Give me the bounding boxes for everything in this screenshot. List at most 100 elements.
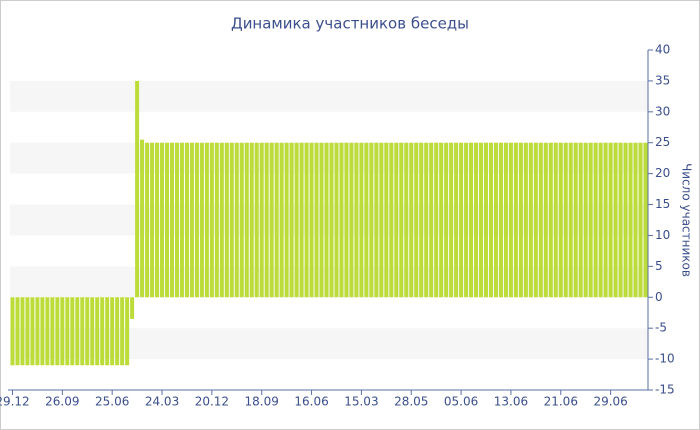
bar — [488, 142, 493, 298]
bar — [264, 142, 269, 298]
bar — [399, 142, 404, 298]
bar — [349, 142, 354, 298]
bar — [538, 142, 543, 298]
bar — [294, 142, 299, 298]
x-tick-label: 16.06 — [294, 395, 328, 409]
bar — [85, 297, 90, 366]
y-tick-label: 10 — [655, 228, 670, 242]
y-tick-label: 0 — [655, 290, 663, 304]
bar — [364, 142, 369, 298]
x-tick-label: 24.03 — [145, 395, 179, 409]
bar — [613, 142, 618, 298]
x-tick-label: 29.12 — [0, 395, 30, 409]
y-tick-label: 5 — [655, 259, 663, 273]
bar — [389, 142, 394, 298]
bar — [289, 142, 294, 298]
bar — [598, 142, 603, 298]
bar — [508, 142, 513, 298]
bar — [50, 297, 55, 366]
bar — [533, 142, 538, 298]
bar — [204, 142, 209, 298]
bar — [543, 142, 548, 298]
bar — [344, 142, 349, 298]
bar — [179, 142, 184, 298]
bar — [369, 142, 374, 298]
bar — [314, 142, 319, 298]
bar — [239, 142, 244, 298]
bar — [100, 297, 105, 366]
bar — [254, 142, 259, 298]
bar — [469, 142, 474, 298]
bar — [209, 142, 214, 298]
bar — [145, 142, 150, 298]
bar — [633, 142, 638, 298]
bar — [523, 142, 528, 298]
y-tick-label: 20 — [655, 166, 670, 180]
bar — [593, 142, 598, 298]
bar — [25, 297, 30, 366]
bar — [194, 142, 199, 298]
bar — [30, 297, 35, 366]
bar — [219, 142, 224, 298]
bar — [65, 297, 70, 366]
bar — [518, 142, 523, 298]
bar — [374, 142, 379, 298]
bar — [309, 142, 314, 298]
x-tick-label: 13.06 — [494, 395, 528, 409]
bar — [479, 142, 484, 298]
bar — [150, 142, 155, 298]
x-tick-label: 15.03 — [344, 395, 378, 409]
bar — [354, 142, 359, 298]
bar — [434, 142, 439, 298]
bar — [339, 142, 344, 298]
bar — [130, 297, 135, 319]
y-tick-label: 30 — [655, 104, 670, 118]
bar — [513, 142, 518, 298]
bar — [454, 142, 459, 298]
bar — [319, 142, 324, 298]
x-tick-label: 20.12 — [195, 395, 229, 409]
y-tick-label: -5 — [655, 321, 667, 335]
bar — [394, 142, 399, 298]
bar — [459, 142, 464, 298]
bar — [229, 142, 234, 298]
bar — [498, 142, 503, 298]
bar — [125, 297, 130, 366]
bar — [578, 142, 583, 298]
bar — [80, 297, 85, 366]
bar — [105, 297, 110, 366]
bar — [214, 142, 219, 298]
bar — [329, 142, 334, 298]
bar — [155, 142, 160, 298]
bar — [484, 142, 489, 298]
bar — [618, 142, 623, 298]
bar — [90, 297, 95, 366]
bar — [15, 297, 20, 366]
bar — [379, 142, 384, 298]
bar — [503, 142, 508, 298]
bar — [424, 142, 429, 298]
bar — [35, 297, 40, 366]
bar — [249, 142, 254, 298]
x-tick-label: 21.06 — [544, 395, 578, 409]
bar — [563, 142, 568, 298]
bar — [279, 142, 284, 298]
bar — [493, 142, 498, 298]
x-tick-label: 25.06 — [95, 395, 129, 409]
bar — [643, 142, 648, 298]
bar — [583, 142, 588, 298]
x-tick-label: 29.06 — [593, 395, 627, 409]
bar — [464, 142, 469, 298]
x-tick-label: 28.05 — [394, 395, 428, 409]
bar — [304, 142, 309, 298]
bar — [269, 142, 274, 298]
bar — [419, 142, 424, 298]
bar — [444, 142, 449, 298]
bar — [623, 142, 628, 298]
bar — [20, 297, 25, 366]
bar — [45, 297, 50, 366]
y-tick-label: 15 — [655, 197, 670, 211]
bar — [40, 297, 45, 366]
bar — [324, 142, 329, 298]
